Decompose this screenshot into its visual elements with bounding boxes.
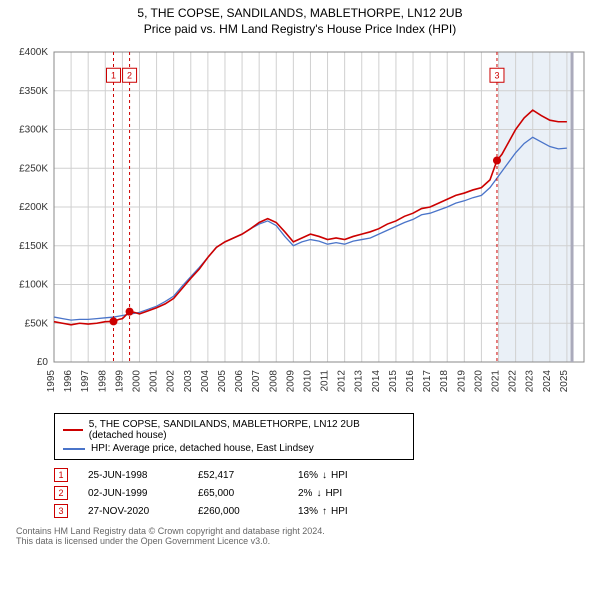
svg-text:1: 1 bbox=[111, 70, 116, 80]
event-date: 25-JUN-1998 bbox=[88, 470, 178, 481]
legend-item: 5, THE COPSE, SANDILANDS, MABLETHORPE, L… bbox=[63, 418, 405, 442]
svg-text:2024: 2024 bbox=[542, 370, 553, 393]
svg-text:2019: 2019 bbox=[456, 370, 467, 393]
svg-text:2018: 2018 bbox=[439, 370, 450, 393]
event-date: 27-NOV-2020 bbox=[88, 506, 178, 517]
svg-text:£350K: £350K bbox=[19, 86, 48, 97]
svg-text:£400K: £400K bbox=[19, 47, 48, 58]
svg-text:£300K: £300K bbox=[19, 125, 48, 136]
svg-text:2007: 2007 bbox=[251, 370, 262, 393]
chart-subtitle: Price paid vs. HM Land Registry's House … bbox=[8, 22, 592, 36]
legend-swatch bbox=[63, 429, 83, 431]
legend-swatch bbox=[63, 448, 85, 450]
events-table: 1 25-JUN-1998 £52,417 16% ↓ HPI 2 02-JUN… bbox=[54, 466, 592, 520]
svg-text:2021: 2021 bbox=[491, 370, 502, 393]
event-row: 1 25-JUN-1998 £52,417 16% ↓ HPI bbox=[54, 466, 592, 484]
event-row: 3 27-NOV-2020 £260,000 13% ↑ HPI bbox=[54, 502, 592, 520]
chart-svg: £0 £50K £100K £150K £200K £250K £300K £350K £400… bbox=[8, 42, 592, 402]
svg-text:2017: 2017 bbox=[422, 370, 433, 393]
svg-text:£0: £0 bbox=[37, 357, 49, 368]
event-pct: 16% bbox=[298, 470, 318, 481]
svg-text:2005: 2005 bbox=[217, 370, 228, 393]
svg-text:2014: 2014 bbox=[371, 370, 382, 393]
svg-text:2015: 2015 bbox=[388, 370, 399, 393]
legend-label: HPI: Average price, detached house, East… bbox=[91, 443, 314, 454]
event-price: £260,000 bbox=[198, 506, 278, 517]
event-pct: 2% bbox=[298, 488, 312, 499]
event-rel-label: HPI bbox=[325, 488, 342, 499]
svg-text:2: 2 bbox=[127, 70, 132, 80]
svg-text:1999: 1999 bbox=[114, 370, 125, 393]
event-price: £52,417 bbox=[198, 470, 278, 481]
svg-text:2020: 2020 bbox=[473, 370, 484, 393]
event-badge: 1 bbox=[54, 468, 68, 482]
svg-text:2001: 2001 bbox=[149, 370, 160, 393]
event-rel-label: HPI bbox=[331, 470, 348, 481]
event-badge: 3 bbox=[54, 504, 68, 518]
svg-text:£150K: £150K bbox=[19, 241, 48, 252]
svg-text:1996: 1996 bbox=[63, 370, 74, 393]
svg-text:2011: 2011 bbox=[320, 370, 331, 392]
svg-text:£50K: £50K bbox=[25, 318, 49, 329]
svg-text:1995: 1995 bbox=[46, 370, 57, 393]
svg-text:2023: 2023 bbox=[525, 370, 536, 393]
svg-text:2004: 2004 bbox=[200, 370, 211, 393]
event-price: £65,000 bbox=[198, 488, 278, 499]
svg-text:£100K: £100K bbox=[19, 280, 48, 291]
svg-text:3: 3 bbox=[494, 70, 499, 80]
svg-text:2000: 2000 bbox=[131, 370, 142, 393]
arrow-up-icon: ↑ bbox=[322, 506, 327, 517]
svg-text:2002: 2002 bbox=[166, 370, 177, 393]
svg-text:1997: 1997 bbox=[80, 370, 91, 393]
svg-text:2010: 2010 bbox=[302, 370, 313, 393]
footer-line: This data is licensed under the Open Gov… bbox=[16, 536, 592, 546]
event-rel-label: HPI bbox=[331, 506, 348, 517]
event-relation: 2% ↓ HPI bbox=[298, 488, 342, 499]
legend-item: HPI: Average price, detached house, East… bbox=[63, 442, 405, 455]
arrow-down-icon: ↓ bbox=[322, 470, 327, 481]
svg-text:1998: 1998 bbox=[97, 370, 108, 393]
svg-text:2013: 2013 bbox=[354, 370, 365, 393]
chart-plot-area: £0 £50K £100K £150K £200K £250K £300K £350K £400… bbox=[8, 42, 592, 407]
svg-text:2022: 2022 bbox=[508, 370, 519, 393]
chart-title: 5, THE COPSE, SANDILANDS, MABLETHORPE, L… bbox=[8, 6, 592, 20]
svg-text:2012: 2012 bbox=[337, 370, 348, 393]
event-date: 02-JUN-1999 bbox=[88, 488, 178, 499]
event-badge: 2 bbox=[54, 486, 68, 500]
footer: Contains HM Land Registry data © Crown c… bbox=[16, 526, 592, 546]
legend-label: 5, THE COPSE, SANDILANDS, MABLETHORPE, L… bbox=[89, 419, 405, 441]
event-relation: 13% ↑ HPI bbox=[298, 506, 348, 517]
svg-text:£200K: £200K bbox=[19, 202, 48, 213]
svg-text:2006: 2006 bbox=[234, 370, 245, 393]
legend: 5, THE COPSE, SANDILANDS, MABLETHORPE, L… bbox=[54, 413, 414, 460]
event-pct: 13% bbox=[298, 506, 318, 517]
chart-container: 5, THE COPSE, SANDILANDS, MABLETHORPE, L… bbox=[0, 0, 600, 550]
arrow-down-icon: ↓ bbox=[316, 488, 321, 499]
svg-text:2025: 2025 bbox=[559, 370, 570, 393]
svg-text:2009: 2009 bbox=[285, 370, 296, 393]
svg-text:£250K: £250K bbox=[19, 163, 48, 174]
svg-text:2008: 2008 bbox=[268, 370, 279, 393]
event-relation: 16% ↓ HPI bbox=[298, 470, 348, 481]
svg-text:2003: 2003 bbox=[183, 370, 194, 393]
footer-line: Contains HM Land Registry data © Crown c… bbox=[16, 526, 592, 536]
event-row: 2 02-JUN-1999 £65,000 2% ↓ HPI bbox=[54, 484, 592, 502]
svg-text:2016: 2016 bbox=[405, 370, 416, 393]
